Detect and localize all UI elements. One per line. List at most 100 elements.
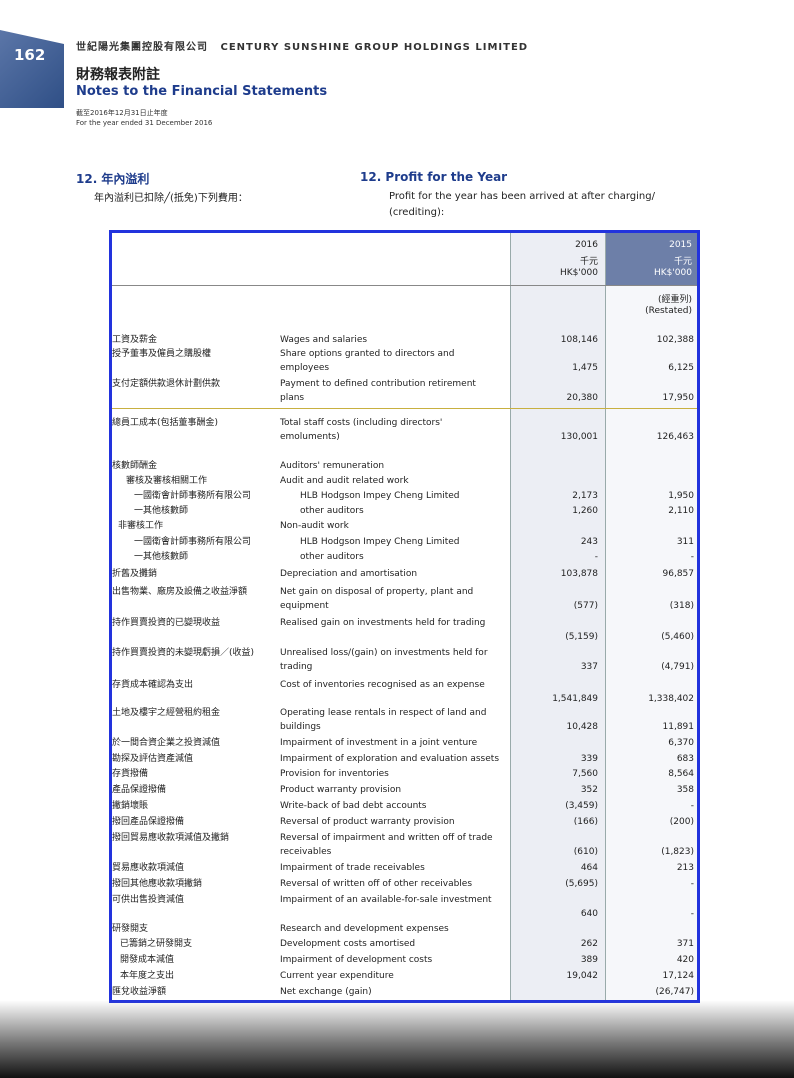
- row-label-zh: 出售物業、廠房及設備之收益淨額: [112, 587, 248, 597]
- page-title-en: Notes to the Financial Statements: [76, 84, 328, 99]
- value-2016: (5,695): [565, 879, 598, 889]
- row-label-zh: 研發開支: [112, 924, 149, 934]
- row-label-en: Unrealised loss/(gain) on investments he…: [280, 648, 488, 672]
- column-2015-background: [605, 233, 697, 1000]
- page-tab: [0, 30, 64, 108]
- row-label-zh: 工資及薪金: [112, 335, 158, 345]
- value-2015: 213: [676, 863, 694, 873]
- row-label-zh: 存貨成本確認為支出: [112, 680, 194, 690]
- company-name: 世紀陽光集團控股有限公司 CENTURY SUNSHINE GROUP HOLD…: [76, 38, 528, 55]
- value-2015: (1,823): [661, 847, 694, 857]
- row-label-zh: 支付定額供款退休計劃供款: [112, 379, 221, 389]
- column-divider: [605, 233, 606, 1000]
- row-label-en: Reversal of written off of other receiva…: [280, 879, 473, 889]
- value-2015: 6,125: [668, 363, 694, 373]
- value-2016: 1,475: [572, 363, 598, 373]
- row-label-zh: 開發成本減值: [120, 955, 175, 965]
- header-divider: [112, 285, 697, 286]
- value-2016: -: [594, 552, 598, 562]
- value-2016: 464: [580, 863, 598, 873]
- row-label-zh: 於一間合資企業之投資減值: [112, 738, 221, 748]
- row-label-en: Auditors' remuneration: [280, 461, 385, 471]
- row-label-en: Impairment of development costs: [280, 955, 433, 965]
- row-label-en: Reversal of product warranty provision: [280, 817, 455, 827]
- value-2016: 337: [580, 662, 598, 672]
- value-2015: 371: [676, 939, 694, 949]
- page-footer-shadow: [0, 1000, 794, 1078]
- value-2016: (166): [573, 817, 598, 827]
- value-2015: 6,370: [668, 738, 694, 748]
- value-2015: 311: [676, 537, 694, 547]
- company-name-zh: 世紀陽光集團控股有限公司: [76, 42, 208, 53]
- value-2015: (5,460): [661, 632, 694, 642]
- subtotal-divider: [112, 408, 697, 409]
- unit-hk-2015: HK$'000: [653, 268, 692, 278]
- row-label-en: Current year expenditure: [280, 971, 394, 981]
- row-label-en: other auditors: [300, 552, 364, 562]
- period-zh: 截至2016年12月31日止年度: [76, 109, 168, 117]
- row-label-zh: 已籌銷之研發開支: [120, 939, 193, 949]
- value-2016: 1,541,849: [552, 694, 598, 704]
- unit-hk-2016: HK$'000: [559, 268, 598, 278]
- value-2016: (577): [573, 601, 598, 611]
- value-2015: (200): [669, 817, 694, 827]
- row-label-en: Provision for inventories: [280, 769, 389, 779]
- value-2015: 11,891: [662, 722, 695, 732]
- company-name-en: CENTURY SUNSHINE GROUP HOLDINGS LIMITED: [220, 42, 529, 53]
- page-title-zh: 財務報表附註: [76, 67, 160, 83]
- row-label-zh: 可供出售投資減值: [112, 895, 185, 905]
- row-label-zh: 撥回產品保證撥備: [112, 817, 185, 827]
- value-2016: (3,459): [565, 801, 598, 811]
- row-label-zh: 本年度之支出: [120, 971, 175, 981]
- row-label-zh: 持作買賣投資的已變現收益: [112, 618, 221, 628]
- row-label-en: Research and development expenses: [280, 924, 449, 934]
- row-label-zh: 授予董事及僱員之購股權: [112, 349, 212, 359]
- section-intro-zh: 年內溢利已扣除╱(抵免)下列費用：: [94, 193, 248, 204]
- row-label-en: Wages and salaries: [280, 335, 368, 345]
- row-label-en: Impairment of investment in a joint vent…: [280, 738, 478, 748]
- value-2015: 683: [676, 754, 694, 764]
- row-label-en: Total staff costs (including directors' …: [280, 418, 443, 442]
- row-label-en: Write-back of bad debt accounts: [280, 801, 427, 811]
- row-label-en: Share options granted to directors and e…: [280, 349, 455, 373]
- row-label-en: Product warranty provision: [280, 785, 402, 795]
- row-label-en: Net exchange (gain): [280, 987, 372, 997]
- row-label-en: Payment to defined contribution retireme…: [280, 379, 476, 403]
- row-label-zh: 非審核工作: [118, 521, 164, 531]
- row-label-en: HLB Hodgson Impey Cheng Limited: [300, 491, 460, 501]
- value-2016: 103,878: [560, 569, 598, 579]
- row-label-en: Impairment of trade receivables: [280, 863, 425, 873]
- value-2016: 7,560: [572, 769, 598, 779]
- value-2015: 420: [676, 955, 694, 965]
- row-label-en: Net gain on disposal of property, plant …: [280, 587, 474, 611]
- value-2015: 1,338,402: [648, 694, 694, 704]
- value-2015: -: [690, 801, 694, 811]
- value-2015: -: [690, 879, 694, 889]
- value-2015: (318): [669, 601, 694, 611]
- value-2016: 10,428: [566, 722, 599, 732]
- row-label-en: Non-audit work: [280, 521, 349, 531]
- row-label-zh: 一國衛會計師事務所有限公司: [134, 491, 252, 501]
- restated-zh: (經重列): [657, 295, 692, 305]
- value-2016: 1,260: [572, 506, 598, 516]
- value-2015: 358: [676, 785, 694, 795]
- row-label-zh: 產品保證撥備: [112, 785, 167, 795]
- row-label-en: Cost of inventories recognised as an exp…: [280, 680, 485, 690]
- value-2016: 108,146: [560, 335, 598, 345]
- row-label-en: other auditors: [300, 506, 364, 516]
- row-label-zh: 貿易應收款項減值: [112, 863, 185, 873]
- row-label-zh: 一其他核數師: [134, 506, 189, 516]
- unit-zh-2016: 千元: [579, 257, 598, 267]
- value-2015: 17,124: [662, 971, 695, 981]
- row-label-en: Reversal of impairment and written off o…: [280, 833, 493, 857]
- value-2016: 19,042: [566, 971, 599, 981]
- column-2016-background: [510, 233, 605, 1000]
- row-label-en: Depreciation and amortisation: [280, 569, 418, 579]
- row-label-en: Audit and audit related work: [280, 476, 409, 486]
- row-label-zh: 存貨撥備: [112, 769, 149, 779]
- value-2015: (4,791): [661, 662, 694, 672]
- row-label-zh: 勘探及評估資產減值: [112, 754, 194, 764]
- value-2015: -: [690, 552, 694, 562]
- row-label-zh: 土地及樓宇之經營租約租金: [112, 708, 221, 718]
- value-2016: 262: [580, 939, 598, 949]
